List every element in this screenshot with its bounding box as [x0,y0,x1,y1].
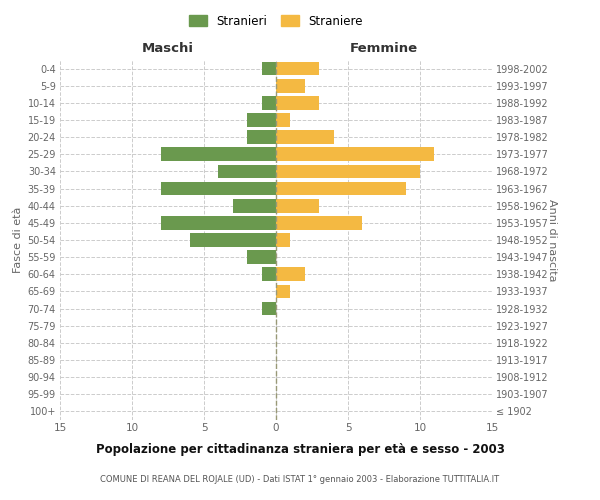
Bar [233,199,276,212]
Text: Femmine: Femmine [350,42,418,55]
Bar [276,284,290,298]
Bar [276,96,319,110]
Bar [276,164,420,178]
Legend: Stranieri, Straniere: Stranieri, Straniere [184,10,368,32]
Text: Fasce di età: Fasce di età [13,207,23,273]
Bar [276,233,290,247]
Bar [161,216,276,230]
Bar [276,62,319,76]
Bar [262,96,276,110]
Text: Anni di nascita: Anni di nascita [547,198,557,281]
Bar [276,148,434,161]
Bar [247,250,276,264]
Bar [247,130,276,144]
Bar [276,113,290,127]
Bar [276,182,406,196]
Bar [262,62,276,76]
Bar [262,268,276,281]
Bar [276,79,305,92]
Bar [190,233,276,247]
Bar [262,302,276,316]
Bar [276,216,362,230]
Bar [276,130,334,144]
Text: Maschi: Maschi [142,42,194,55]
Bar [276,199,319,212]
Bar [247,113,276,127]
Bar [276,268,305,281]
Text: Popolazione per cittadinanza straniera per età e sesso - 2003: Popolazione per cittadinanza straniera p… [95,444,505,456]
Bar [218,164,276,178]
Bar [161,182,276,196]
Text: COMUNE DI REANA DEL ROJALE (UD) - Dati ISTAT 1° gennaio 2003 - Elaborazione TUTT: COMUNE DI REANA DEL ROJALE (UD) - Dati I… [100,476,500,484]
Bar [161,148,276,161]
